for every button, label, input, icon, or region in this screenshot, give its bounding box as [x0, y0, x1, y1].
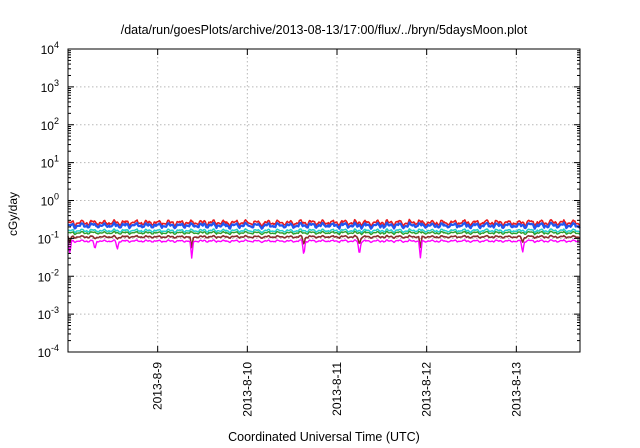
y-tick-label: 100: [41, 192, 59, 209]
x-tick-label: 2013-8-13: [509, 362, 523, 417]
y-tick-label: 10-1: [38, 229, 59, 246]
series-line: [67, 230, 581, 236]
series-group: [67, 218, 581, 259]
x-tick-label: 2013-8-11: [330, 362, 344, 416]
series-line: [67, 228, 581, 234]
x-tick-label: 2013-8-12: [420, 362, 434, 417]
grid: [68, 49, 580, 352]
y-tick-label: 10-3: [38, 305, 59, 322]
y-tick-label: 104: [41, 40, 59, 57]
chart-title: /data/run/goesPlots/archive/2013-08-13/1…: [121, 23, 528, 37]
x-tick-label: 2013-8-9: [151, 362, 165, 410]
y-tick-label: 103: [41, 78, 59, 95]
y-tick-label: 10-2: [38, 267, 59, 284]
series-line: [67, 221, 581, 230]
x-ticks: 2013-8-9 2013-8-10 2013-8-11 2013-8-12 2013-…: [151, 49, 523, 417]
y-ticks: 104 103 102 101 100 10-1 10-2 10-3 10-4: [38, 40, 580, 360]
x-axis-label: Coordinated Universal Time (UTC): [228, 430, 420, 444]
y-tick-label: 10-4: [38, 343, 59, 360]
x-tick-label: 2013-8-10: [240, 362, 254, 417]
series-line: [67, 238, 581, 259]
series-line: [67, 234, 581, 249]
y-tick-label: 102: [41, 116, 59, 133]
y-tick-label: 101: [41, 154, 59, 171]
y-axis-label: cGy/day: [6, 192, 20, 236]
